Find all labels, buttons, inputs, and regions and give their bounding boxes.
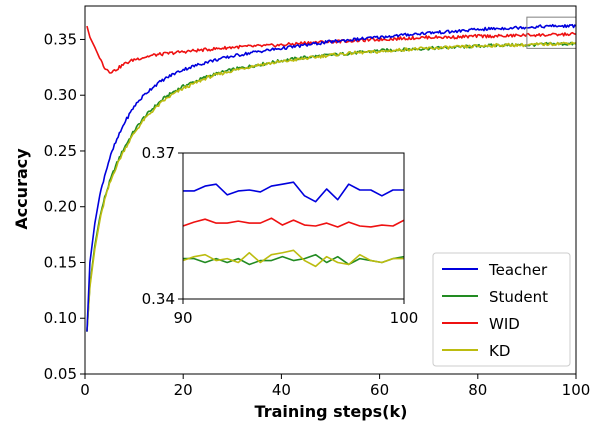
- series-line-kd: [86, 41, 576, 332]
- legend: Teacher Student WID KD: [432, 252, 571, 367]
- main-plot: 0 20 40 60 80 100 0.05 0.10 0.15 0.20 0.25 0.30 0.35: [44, 5, 591, 399]
- x-axis-title: Training steps(k): [255, 402, 408, 421]
- inset-series-line-teacher: [183, 181, 404, 203]
- y-tick-label: 0.25: [44, 142, 77, 160]
- legend-label-teacher: Teacher: [488, 261, 548, 279]
- x-tick-label: 80: [468, 381, 487, 399]
- series-line-wid: [86, 25, 576, 74]
- y-tick-label: 0.20: [44, 198, 77, 216]
- inset-y-tick-label: 0.34: [142, 290, 175, 308]
- y-tick-label: 0.35: [44, 30, 77, 48]
- y-axis-title: Accuracy: [12, 148, 31, 230]
- legend-box: [432, 252, 571, 367]
- plot-frame: [84, 5, 577, 375]
- y-tick-label: 0.10: [44, 309, 77, 327]
- inset-series-line-kd: [183, 249, 404, 268]
- legend-label-student: Student: [489, 288, 548, 306]
- inset-background: [183, 153, 404, 299]
- inset-x-tick-label: 100: [390, 309, 419, 327]
- inset-x-tick-label: 90: [173, 309, 192, 327]
- series-line-teacher: [86, 23, 576, 332]
- inset-series-lines: [183, 181, 404, 268]
- x-tick-label: 20: [174, 381, 193, 399]
- inset-frame: [182, 152, 405, 300]
- inset-series-line-wid: [183, 217, 404, 228]
- inset-plot: 90 100 0.34 0.37: [142, 144, 419, 327]
- inset-y-tick-label: 0.37: [142, 144, 175, 162]
- y-tick-label: 0.15: [44, 253, 77, 271]
- x-tick-label: 60: [370, 381, 389, 399]
- x-tick-label: 100: [562, 381, 591, 399]
- series-lines: [86, 23, 576, 332]
- legend-label-wid: WID: [489, 315, 520, 333]
- y-tick-label: 0.30: [44, 86, 77, 104]
- legend-label-kd: KD: [489, 342, 510, 360]
- y-tick-label: 0.05: [44, 365, 77, 383]
- x-tick-label: 40: [272, 381, 291, 399]
- x-tick-label: 0: [80, 381, 90, 399]
